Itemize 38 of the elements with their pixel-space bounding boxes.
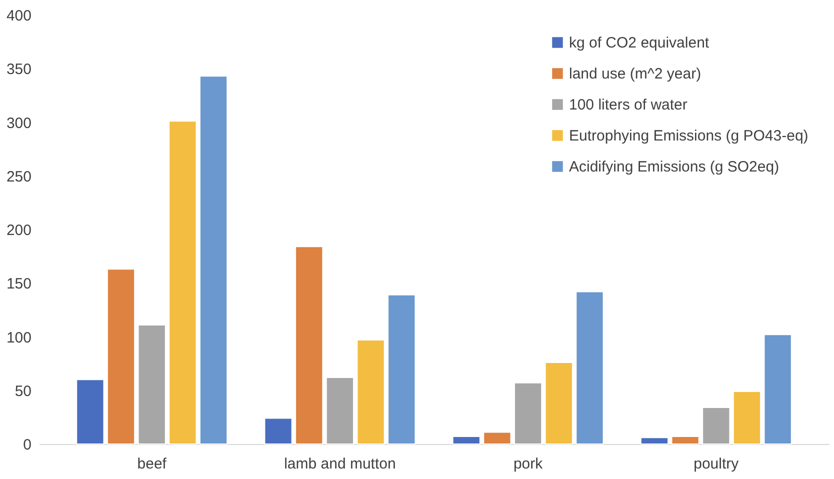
y-tick-label: 400 [6,8,32,24]
bar [168,120,197,444]
bar [452,436,480,444]
bar [106,268,136,444]
legend-label: Acidifying Emissions (g SO2eq) [569,158,780,176]
legend-label: kg of CO2 equivalent [569,34,710,52]
x-tick-label: lamb and mutton [284,456,396,472]
bar [483,432,512,444]
y-tick-label: 0 [23,436,32,454]
y-tick-label: 200 [6,222,32,239]
y-tick-label: 350 [6,61,32,78]
bar [199,76,228,444]
bar [264,418,292,444]
bar [326,377,354,444]
bar [640,437,669,444]
bar [356,339,385,444]
bar [764,334,792,444]
bar [295,246,324,444]
bar [671,436,700,444]
bar [702,407,730,444]
y-tick-label: 50 [14,382,32,400]
bar [576,291,604,444]
x-tick-label: beef [137,456,168,472]
bar [76,379,104,444]
y-tick-label: 300 [6,114,32,132]
y-tick-label: 100 [6,329,32,346]
x-tick-label: poultry [694,456,740,472]
legend-label: land use (m^2 year) [569,66,702,82]
bar [138,324,166,444]
bar [732,390,762,444]
bar [544,362,573,444]
bar [388,294,416,444]
x-tick-label: pork [513,456,544,472]
y-tick-label: 250 [6,168,32,186]
legend-label: 100 liters of water [569,96,688,114]
legend-label: Eutrophying Emissions (g PO43-eq) [569,128,808,144]
bar [514,382,542,444]
y-tick-label: 150 [6,276,32,293]
